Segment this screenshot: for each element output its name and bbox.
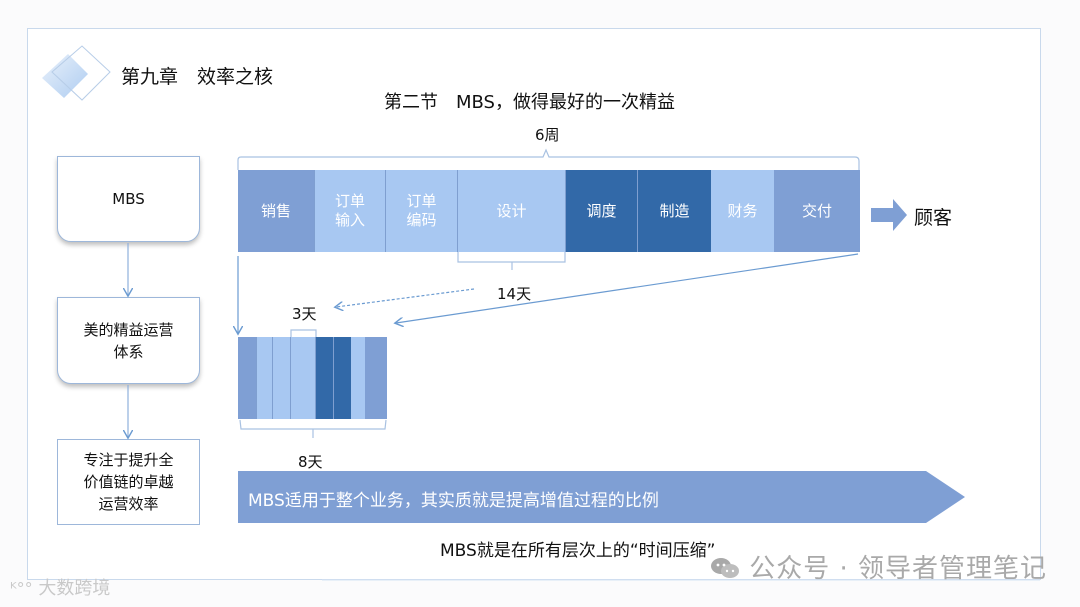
- compressed-segment: [257, 337, 273, 419]
- segment-design: 设计: [458, 170, 566, 252]
- flow-box-efficiency: 专注于提升全 价值链的卓越 运营效率: [57, 439, 200, 525]
- compressed-segment: [291, 337, 316, 419]
- segment-label: 制造: [659, 201, 690, 220]
- segment-label: 调度: [586, 201, 617, 220]
- segment-label: 订单 输入: [334, 192, 365, 229]
- watermark-left-text: 大数跨境: [38, 578, 111, 599]
- compressed-stream-bar: [238, 337, 387, 419]
- segment-finance: 财务: [711, 170, 774, 252]
- compressed-total-label: 8天: [298, 453, 323, 471]
- design-duration-label: 14天: [497, 285, 532, 303]
- flow-box-label: MBS: [112, 190, 145, 208]
- chapter-title: 第九章 效率之核: [121, 66, 274, 88]
- compressed-segment: [316, 337, 334, 419]
- flow-box-lean-system: 美的精益运营 体系: [57, 297, 200, 384]
- segment-delivery: 交付: [774, 170, 860, 252]
- segment-manufacturing: 制造: [638, 170, 711, 252]
- segment-label: 订单 编码: [406, 192, 437, 229]
- watermark-logo-icon: ᴷ°°: [10, 579, 33, 598]
- watermark-right: 公众号 · 领导者管理笔记: [710, 548, 1047, 585]
- total-duration-label: 6周: [535, 126, 560, 144]
- banner-text: MBS适用于整个业务，其实质就是提高增值过程的比例: [248, 491, 659, 511]
- footer-text: MBS就是在所有层次上的“时间压缩”: [440, 541, 716, 561]
- customer-label: 顾客: [914, 207, 953, 229]
- flow-box-mbs: MBS: [57, 156, 200, 242]
- compressed-segment: [238, 337, 257, 419]
- flow-box-label: 美的精益运营 体系: [83, 320, 174, 361]
- watermark-right-text: 公众号 · 领导者管理笔记: [749, 554, 1048, 584]
- compressed-design-label: 3天: [292, 305, 317, 323]
- section-title: 第二节 MBS，做得最好的一次精益: [384, 92, 675, 113]
- segment-label: 交付: [801, 201, 832, 220]
- watermark-left: ᴷ°° 大数跨境: [10, 574, 110, 600]
- wechat-icon: [711, 558, 739, 578]
- segment-label: 财务: [727, 201, 758, 220]
- segment-label: 销售: [260, 201, 291, 220]
- diamond-logo-icon: [42, 45, 111, 101]
- compressed-segment: [273, 337, 291, 419]
- segment-sales: 销售: [238, 170, 315, 252]
- flow-box-label: 专注于提升全 价值链的卓越 运营效率: [83, 451, 174, 513]
- compressed-segment: [365, 337, 387, 419]
- compressed-segment: [334, 337, 351, 419]
- segment-label: 设计: [496, 201, 527, 220]
- segment-scheduling: 调度: [566, 170, 638, 252]
- compressed-segment: [351, 337, 365, 419]
- value-stream-bar: 销售 订单 输入 订单 编码 设计 调度 制造 财务 交付: [238, 170, 860, 252]
- segment-order-coding: 订单 编码: [386, 170, 458, 252]
- segment-order-entry: 订单 输入: [315, 170, 386, 252]
